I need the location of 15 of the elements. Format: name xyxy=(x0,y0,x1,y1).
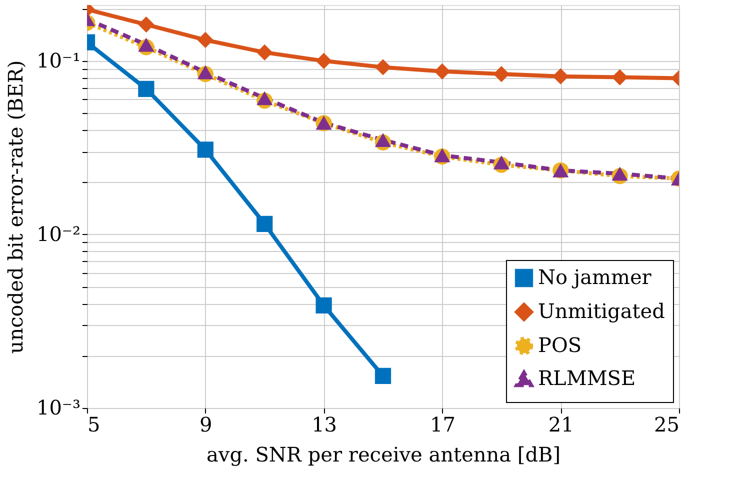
x-tick-label: 17 xyxy=(430,412,456,436)
x-tick-label: 21 xyxy=(548,412,574,436)
legend-label: RLMMSE xyxy=(538,366,636,390)
x-tick-label: 25 xyxy=(654,412,680,436)
legend-label: Unmitigated xyxy=(538,299,666,323)
x-tick-label: 13 xyxy=(312,412,338,436)
y-tick-label: 10⁻¹ xyxy=(36,48,80,72)
legend-label: No jammer xyxy=(538,265,652,289)
y-tick-label: 10⁻³ xyxy=(36,396,80,420)
x-tick-label: 9 xyxy=(200,412,212,436)
legend-label: POS xyxy=(538,333,582,357)
x-axis-title: avg. SNR per receive antenna [dB] xyxy=(206,442,561,466)
y-tick-label: 10⁻² xyxy=(36,222,80,246)
x-tick-label: 5 xyxy=(88,412,100,436)
y-axis-title: uncoded bit error-rate (BER) xyxy=(3,60,28,354)
